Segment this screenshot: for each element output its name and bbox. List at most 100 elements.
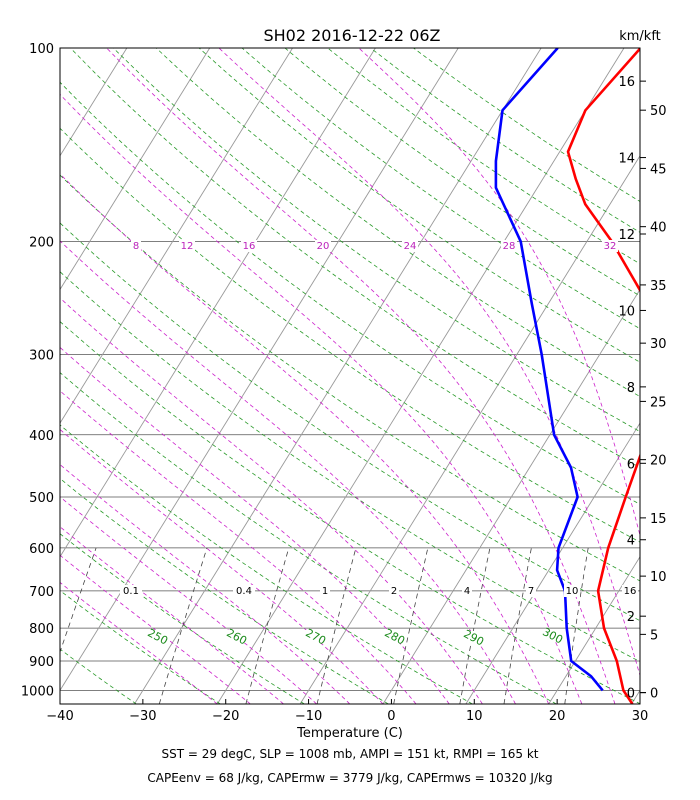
mixing-ratio-line (245, 547, 290, 704)
x-tick-label: −40 (46, 709, 73, 724)
mixing-ratio-label: 10 (566, 586, 579, 597)
dry-adiabat (60, 271, 640, 663)
moist-adiabat (358, 48, 640, 537)
axes: −40 −30 −20 −10 0 10 20 30100200300400500600700… (21, 42, 667, 724)
kft-tick-label: 35 (650, 279, 667, 294)
km-tick-label: 12 (618, 228, 635, 243)
mixing-ratio-line (503, 547, 532, 704)
p-tick-label: 600 (29, 542, 54, 557)
mixing-ratio-lines (60, 547, 589, 704)
theta-e-label: 28 (503, 241, 516, 252)
label-bg (144, 630, 168, 643)
mixing-ratio-line (60, 547, 97, 654)
x-tick-label: 10 (466, 709, 483, 724)
plot-frame (59, 47, 641, 705)
mixing-ratio-line (459, 547, 491, 704)
label-bg (315, 240, 331, 252)
km-tick-label: 2 (627, 610, 635, 625)
dry-adiabat (60, 321, 640, 704)
kft-tick-label: 50 (650, 104, 667, 119)
label-bg (564, 585, 580, 597)
mixing-ratio-label: 16 (624, 586, 637, 597)
label-bg (381, 630, 405, 643)
dry-adiabat (60, 424, 473, 704)
annotation-line-1: SST = 29 degC, SLP = 1008 mb, AMPI = 151… (161, 747, 538, 761)
isotherm-line (60, 48, 459, 692)
label-bg (223, 630, 247, 643)
km-tick-label: 6 (627, 457, 635, 472)
km-tick-label: 16 (618, 75, 635, 90)
dewpoint-profile (494, 48, 604, 692)
dry-adiabats (60, 48, 640, 704)
dry-adiabat (113, 48, 640, 433)
label-bg (460, 631, 484, 644)
annotation-line-2: CAPEenv = 68 J/kg, CAPErmw = 3779 J/kg, … (147, 771, 552, 785)
x-tick-label: −10 (295, 709, 322, 724)
p-tick-label: 1000 (21, 684, 54, 699)
kft-tick-label: 15 (650, 512, 667, 527)
mixing-ratio-label: 1 (322, 586, 328, 597)
x-axis-label: Temperature (C) (296, 726, 403, 741)
km-tick-label: 4 (627, 534, 635, 549)
label-bg (233, 585, 255, 597)
kft-tick-label: 40 (650, 221, 667, 236)
x-tick-label: −20 (212, 709, 239, 724)
mixing-ratio-label: 2 (391, 586, 397, 597)
mixing-ratio-line (393, 547, 429, 704)
isotherm-line (382, 288, 640, 704)
mixing-ratio-label: 0.1 (123, 586, 139, 597)
p-tick-label: 800 (29, 622, 54, 637)
theta-e-label: 24 (404, 241, 417, 252)
isotherm-line (60, 48, 211, 291)
kft-tick-label: 25 (650, 395, 667, 410)
isotherm-line (60, 48, 376, 558)
theta-e-label: 16 (243, 241, 256, 252)
theta-e-label: 32 (604, 241, 617, 252)
label-bg (462, 585, 472, 597)
kft-tick-label: 45 (650, 162, 667, 177)
moist-adiabats (60, 48, 640, 704)
isotherm-line (60, 48, 293, 424)
kft-tick-label: 30 (650, 337, 667, 352)
label-bg (389, 585, 399, 597)
moist-adiabat (60, 390, 417, 704)
label-bg (241, 240, 257, 252)
km-tick-label: 14 (618, 152, 635, 167)
chart-title: SH02 2016-12-22 06Z (263, 26, 440, 45)
dry-adiabat (60, 222, 640, 622)
moist-adiabat (60, 240, 516, 704)
p-tick-label: 400 (29, 429, 54, 444)
km-tick-label: 10 (618, 304, 635, 319)
x-tick-label: 20 (549, 709, 566, 724)
label-bg (602, 240, 618, 252)
label-bg (131, 240, 141, 252)
x-tick-label: 0 (387, 709, 395, 724)
p-tick-label: 500 (29, 491, 54, 506)
dry-adiabat (60, 648, 137, 704)
x-tick-label: 30 (632, 709, 649, 724)
dry-adiabat (60, 174, 640, 582)
dry-adiabat (60, 81, 640, 505)
mixing-ratio-line (564, 547, 589, 704)
isotherm-grid (60, 48, 640, 704)
isobar-grid (60, 48, 640, 691)
kft-tick-label: 5 (650, 628, 658, 643)
dry-adiabat (241, 48, 640, 330)
isotherm-line (216, 48, 625, 704)
profile-series (494, 48, 640, 704)
mixing-ratio-label: 0.4 (236, 586, 252, 597)
mixing-ratio-label: 4 (464, 586, 470, 597)
isotherm-line (548, 555, 640, 704)
kft-tick-label: 20 (650, 454, 667, 469)
isotherm-line (299, 154, 640, 704)
mixing-ratio-line (316, 547, 357, 704)
moist-adiabat (60, 526, 284, 704)
label-bg (402, 240, 418, 252)
label-bg (320, 585, 330, 597)
label-bg (526, 585, 536, 597)
moist-adiabat (218, 48, 640, 677)
p-tick-label: 100 (29, 42, 54, 57)
temperature-profile (566, 48, 640, 704)
